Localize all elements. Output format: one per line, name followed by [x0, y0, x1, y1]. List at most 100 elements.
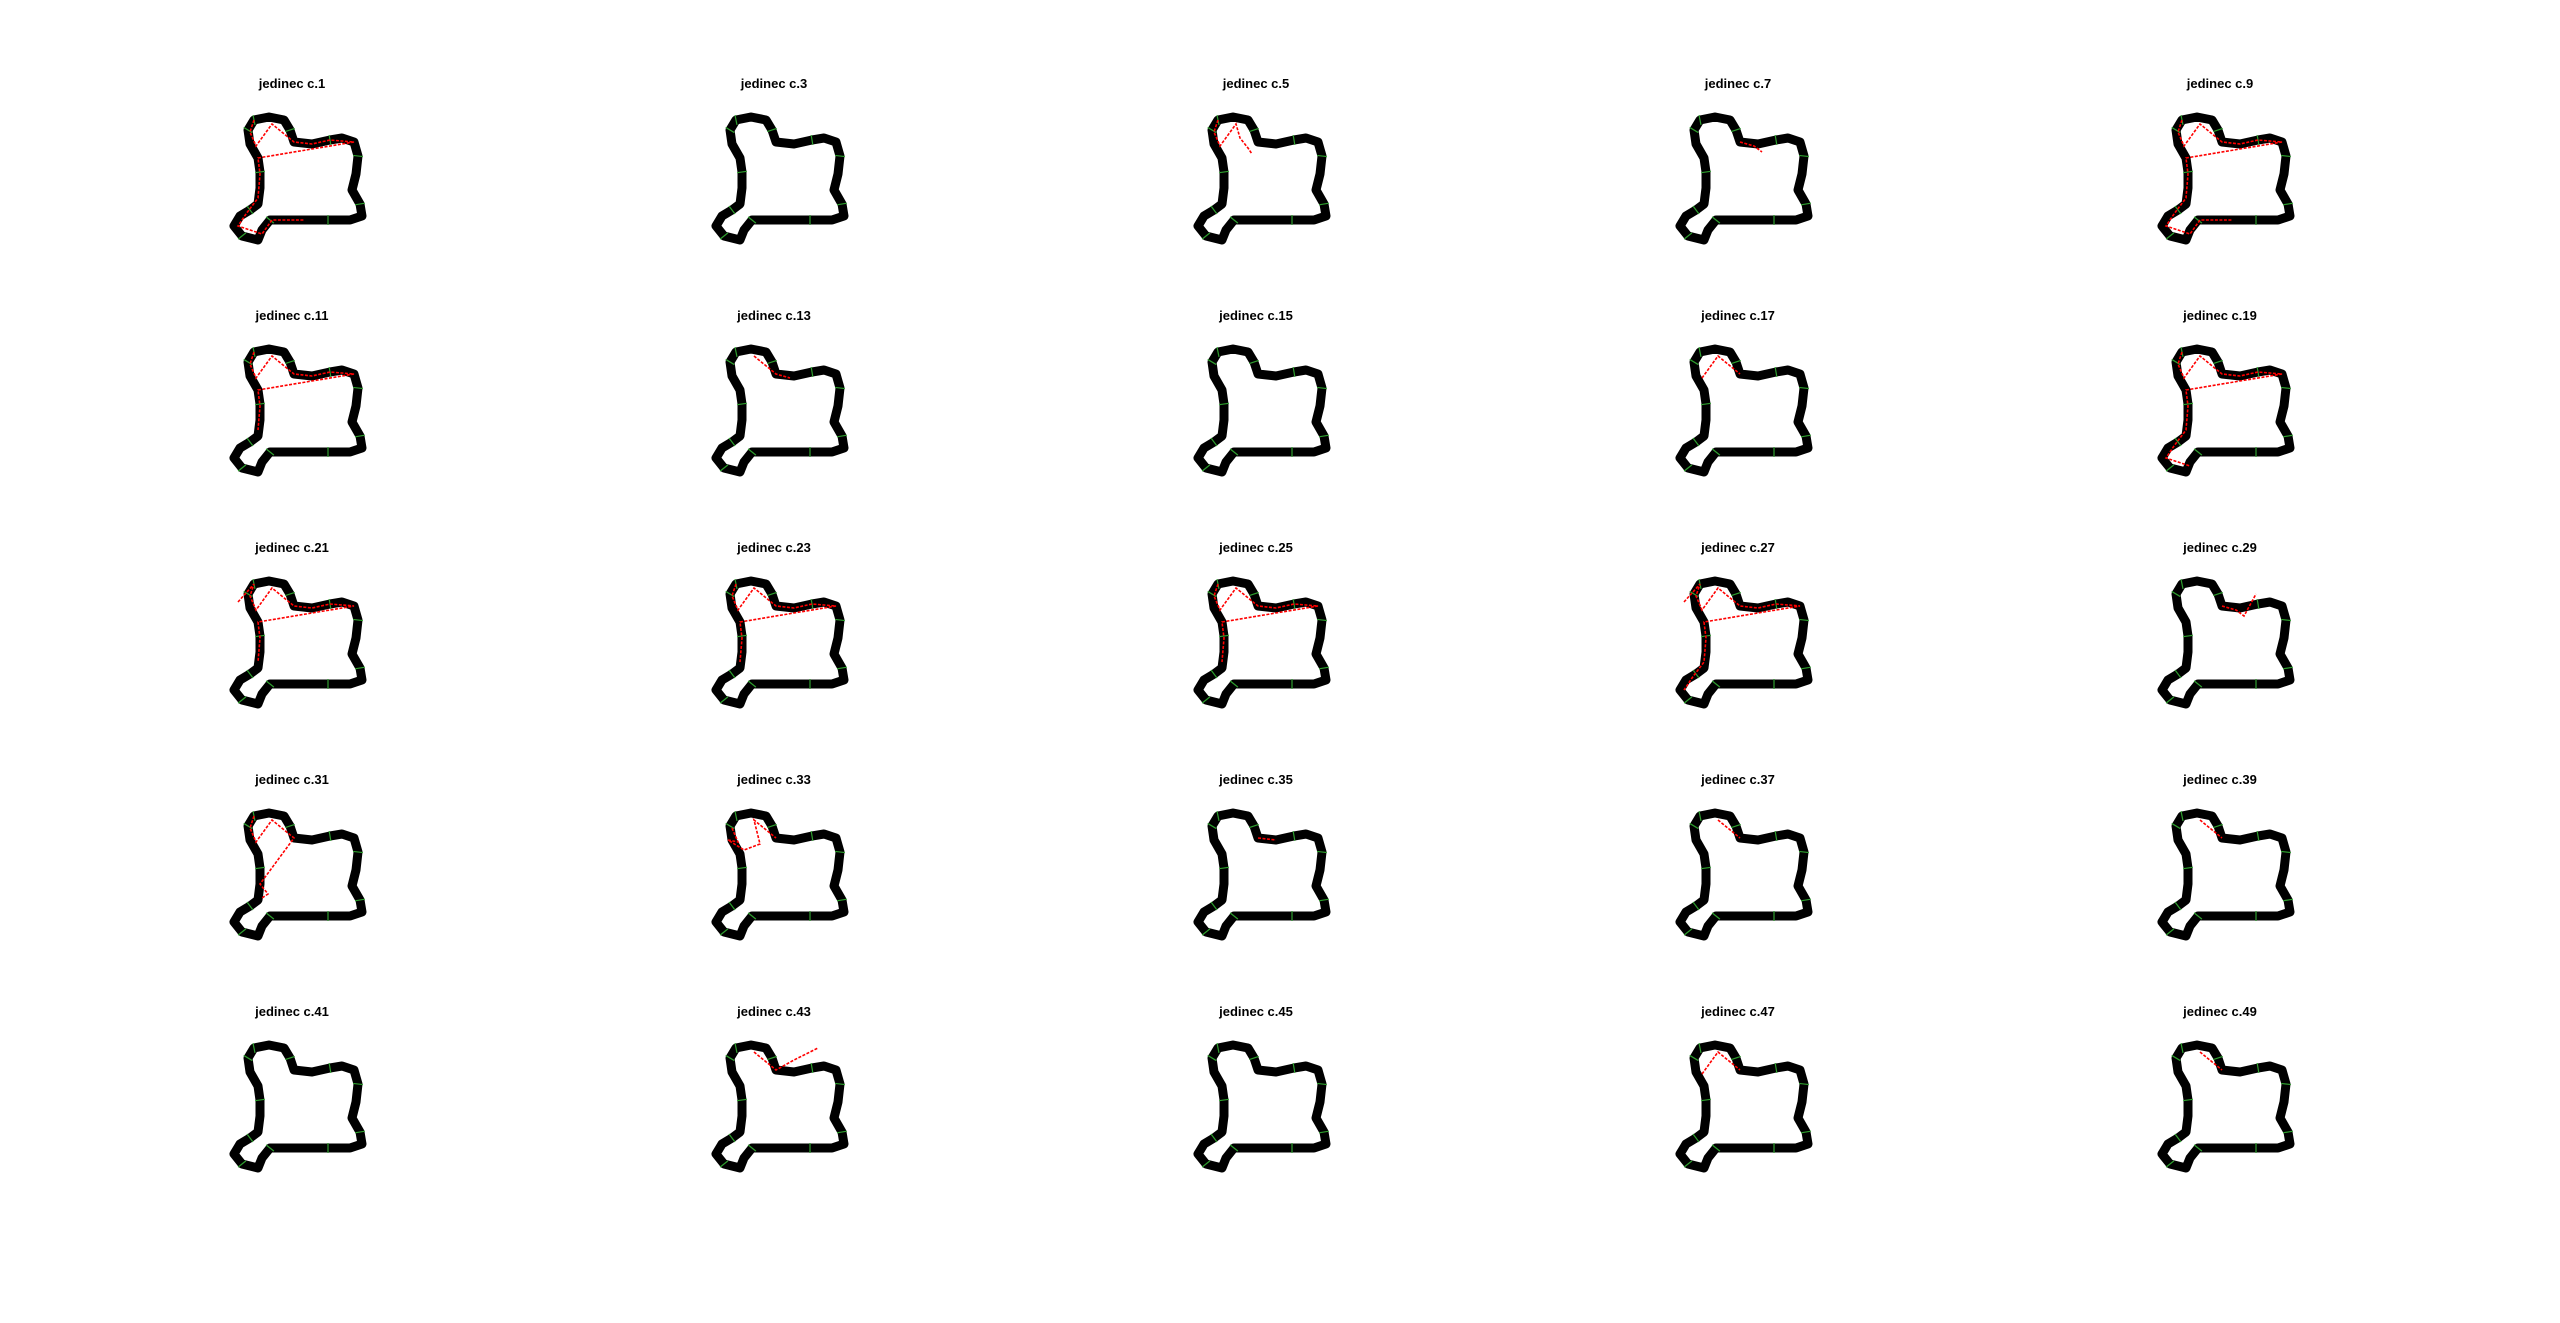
trajectory-line: [2199, 819, 2223, 839]
checkpoint-mark: [1698, 1042, 1702, 1054]
checkpoint-mark: [836, 666, 848, 670]
checkpoint-mark: [1689, 822, 1699, 830]
checkpoint-mark: [2256, 598, 2260, 610]
panel-title: jedinec c.27: [1701, 540, 1775, 555]
checkpoint-mark: [1216, 1042, 1220, 1054]
track-outline: [229, 112, 367, 245]
checkpoint-mark: [1774, 134, 1778, 146]
checkpoint-mark: [1798, 154, 1810, 158]
checkpoint-mark: [2165, 1160, 2175, 1168]
trajectory-line: [753, 355, 791, 379]
track-outline: [711, 344, 849, 477]
checkpoint-mark: [1711, 1144, 1721, 1152]
checkpoint-mark: [767, 359, 777, 365]
checkpoint-mark: [725, 590, 735, 598]
panel-title: jedinec c.9: [2186, 76, 2254, 91]
checkpoint-mark: [1201, 464, 1211, 472]
track-plot: [229, 344, 367, 477]
checkpoint-mark: [1698, 810, 1702, 822]
panel-title: jedinec c.47: [1701, 1004, 1775, 1019]
checkpoint-mark: [352, 1082, 364, 1086]
track-plot: [1193, 112, 1331, 245]
checkpoint-mark: [736, 866, 748, 870]
checkpoint-mark: [719, 232, 729, 240]
checkpoint-mark: [1249, 591, 1259, 597]
track-plot: [1193, 344, 1331, 477]
panel-title: jedinec c.41: [255, 1004, 329, 1019]
checkpoint-mark: [725, 1054, 735, 1062]
checkpoint-mark: [2174, 205, 2182, 215]
track-plot: [2157, 576, 2295, 709]
track-outline: [1675, 808, 1813, 941]
checkpoint-mark: [834, 1082, 846, 1086]
checkpoint-mark: [1249, 823, 1259, 829]
checkpoint-mark: [2171, 1054, 2181, 1062]
checkpoint-mark: [1698, 346, 1702, 358]
checkpoint-mark: [1229, 216, 1239, 224]
checkpoint-mark: [254, 866, 266, 870]
checkpoint-mark: [1774, 1062, 1778, 1074]
checkpoint-mark: [2193, 1144, 2203, 1152]
checkpoint-mark: [285, 1055, 295, 1061]
checkpoint-mark: [728, 437, 736, 447]
trajectory-line: [1213, 119, 1253, 155]
checkpoint-mark: [352, 850, 364, 854]
panel-title: jedinec c.33: [737, 772, 811, 787]
checkpoint-mark: [2165, 232, 2175, 240]
trajectory-line: [2199, 1051, 2223, 1071]
track-plot: [229, 1040, 367, 1173]
checkpoint-mark: [1731, 127, 1741, 133]
checkpoint-mark: [237, 1160, 247, 1168]
checkpoint-mark: [1800, 666, 1812, 670]
checkpoint-mark: [354, 202, 366, 206]
checkpoint-mark: [352, 154, 364, 158]
checkpoint-mark: [719, 696, 729, 704]
track-plot: [1675, 112, 1813, 245]
trajectory-line: [731, 583, 837, 663]
checkpoint-mark: [2280, 386, 2292, 390]
checkpoint-mark: [1711, 680, 1721, 688]
track-outline: [1193, 1040, 1331, 1173]
checkpoint-mark: [243, 126, 253, 134]
checkpoint-mark: [252, 1042, 256, 1054]
track-outline: [2157, 112, 2295, 245]
checkpoint-mark: [834, 154, 846, 158]
checkpoint-mark: [1207, 1054, 1217, 1062]
track-plot: [1193, 576, 1331, 709]
checkpoint-mark: [2213, 127, 2223, 133]
checkpoint-mark: [1798, 386, 1810, 390]
trajectory-line: [1739, 141, 1763, 153]
checkpoint-mark: [2213, 591, 2223, 597]
checkpoint-mark: [1292, 1062, 1296, 1074]
checkpoint-mark: [1683, 696, 1693, 704]
checkpoint-mark: [1774, 366, 1778, 378]
panel-title: jedinec c.7: [1704, 76, 1772, 91]
checkpoint-mark: [354, 666, 366, 670]
checkpoint-mark: [354, 1130, 366, 1134]
checkpoint-mark: [2174, 669, 2182, 679]
trajectory-line: [2164, 351, 2283, 467]
checkpoint-mark: [2171, 590, 2181, 598]
checkpoint-mark: [1700, 170, 1712, 174]
checkpoint-mark: [736, 402, 748, 406]
checkpoint-mark: [1798, 618, 1810, 622]
checkpoint-mark: [328, 134, 332, 146]
checkpoint-mark: [2256, 366, 2260, 378]
checkpoint-mark: [1229, 912, 1239, 920]
checkpoint-mark: [810, 830, 814, 842]
checkpoint-mark: [1201, 232, 1211, 240]
checkpoint-mark: [265, 448, 275, 456]
checkpoint-mark: [2256, 134, 2260, 146]
trajectory-line: [1683, 583, 1801, 691]
trajectory-line: [1213, 583, 1319, 663]
track-outline: [711, 808, 849, 941]
checkpoint-mark: [1218, 1098, 1230, 1102]
checkpoint-mark: [246, 1133, 254, 1143]
checkpoint-mark: [2182, 170, 2194, 174]
track-outline: [229, 344, 367, 477]
checkpoint-mark: [2256, 830, 2260, 842]
checkpoint-mark: [2280, 1082, 2292, 1086]
checkpoint-mark: [328, 1062, 332, 1074]
track-outline: [1675, 576, 1813, 709]
